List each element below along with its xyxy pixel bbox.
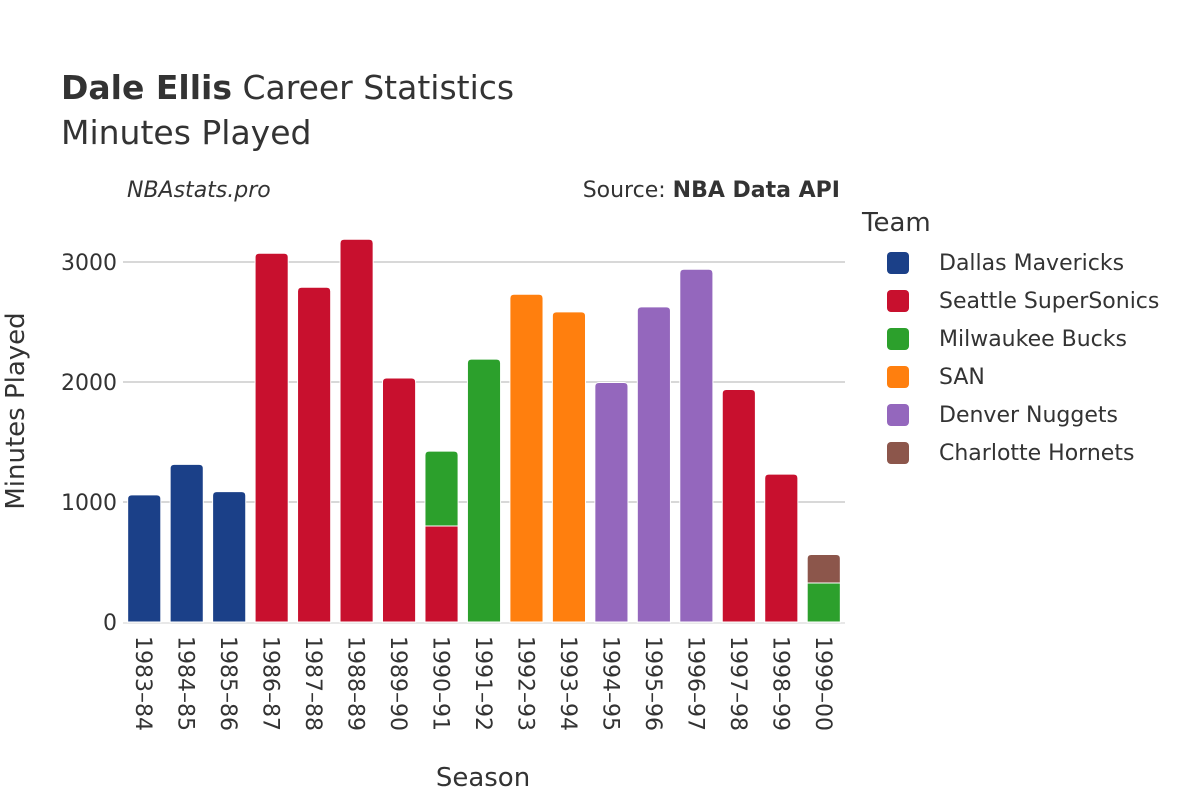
x-tick-label: 1991–92 [470, 636, 495, 731]
y-tick-label: 1000 [61, 491, 117, 516]
legend-swatch [887, 442, 909, 464]
bar-segment[interactable] [424, 525, 459, 623]
x-tick-label: 1995–96 [640, 636, 665, 731]
legend-swatch [887, 290, 909, 312]
y-axis-ticks: 0 1000 2000 3000 [61, 251, 117, 636]
chart-subtitle: Minutes Played [61, 113, 312, 152]
y-tick-label: 2000 [61, 371, 117, 396]
bar-segment[interactable] [551, 311, 587, 623]
title-suffix: Career Statistics [242, 68, 515, 107]
x-tick-label: 1998–99 [767, 636, 792, 731]
x-tick-label: 1989–90 [385, 636, 410, 731]
bar-segment[interactable] [679, 268, 714, 623]
x-tick-label: 1990–91 [428, 636, 453, 731]
legend-item[interactable]: SAN [862, 358, 1159, 396]
source-prefix: Source: [582, 178, 673, 203]
x-tick-label: 1997–98 [725, 636, 750, 731]
legend-swatch [887, 404, 909, 426]
legend-title: Team [862, 208, 931, 238]
bar-segment[interactable] [466, 358, 502, 623]
legend-swatch [887, 328, 909, 350]
legend-label: Milwaukee Bucks [939, 326, 1127, 352]
bar-segment[interactable] [339, 238, 374, 623]
bar-segment[interactable] [806, 582, 841, 623]
bar-segment[interactable] [509, 293, 544, 623]
bar-segment[interactable] [721, 388, 756, 623]
bar-segment[interactable] [764, 473, 799, 623]
x-tick-label: 1984–85 [173, 636, 198, 731]
legend-item[interactable]: Milwaukee Bucks [862, 320, 1159, 358]
legend-label: Seattle SuperSonics [939, 288, 1160, 314]
y-tick-label: 3000 [61, 251, 117, 276]
legend-swatch [887, 366, 909, 388]
x-tick-label: 1992–93 [512, 636, 537, 731]
x-tick-label: 1994–95 [597, 636, 622, 731]
x-tick-label: 1993–94 [555, 636, 580, 731]
bar-segment[interactable] [169, 463, 204, 623]
legend-item[interactable]: Seattle SuperSonics [862, 282, 1159, 320]
bar-segment[interactable] [254, 252, 289, 623]
y-tick-label: 0 [103, 611, 117, 636]
source-credit: Source: NBA Data API [583, 178, 840, 203]
legend-label: SAN [939, 364, 985, 390]
legend-label: Denver Nuggets [939, 402, 1118, 428]
chart-title: Dale Ellis Career Statistics [61, 68, 514, 108]
legend-item[interactable]: Charlotte Hornets [862, 434, 1159, 472]
source-name: NBA Data API [672, 178, 840, 203]
y-axis-label: Minutes Played [1, 312, 31, 510]
bar-segment[interactable] [127, 494, 162, 623]
bar-segment[interactable] [806, 553, 841, 584]
legend-label: Charlotte Hornets [939, 440, 1135, 466]
bar-segment[interactable] [381, 377, 417, 623]
legend-item[interactable]: Dallas Mavericks [862, 244, 1159, 282]
x-tick-label: 1985–86 [215, 636, 240, 731]
legend-label: Dallas Mavericks [939, 250, 1125, 276]
x-axis-ticks: 1983–84 1984–85 1985–86 1986–87 1987–88 1988–… [130, 636, 835, 731]
bar-segment[interactable] [424, 450, 459, 527]
legend-item[interactable]: Denver Nuggets [862, 396, 1159, 434]
bars [127, 238, 841, 623]
legend-items: Dallas Mavericks Seattle SuperSonics Milwa… [862, 244, 1159, 472]
x-tick-label: 1988–89 [343, 636, 368, 731]
legend-swatch [887, 252, 909, 274]
x-axis-label: Season [435, 763, 531, 793]
bar-segment[interactable] [212, 491, 247, 623]
x-tick-label: 1983–84 [130, 636, 155, 731]
x-tick-label: 1999–00 [810, 636, 835, 731]
x-tick-label: 1987–88 [300, 636, 325, 731]
bar-segment[interactable] [594, 381, 629, 623]
x-tick-label: 1996–97 [682, 636, 707, 731]
watermark: NBAstats.pro [127, 178, 271, 203]
bar-segment[interactable] [297, 286, 332, 623]
legend: Team Dallas Mavericks Seattle SuperSonics… [862, 208, 1159, 472]
bar-segment[interactable] [636, 306, 671, 623]
player-name: Dale Ellis [61, 68, 232, 107]
x-tick-label: 1986–87 [258, 636, 283, 731]
